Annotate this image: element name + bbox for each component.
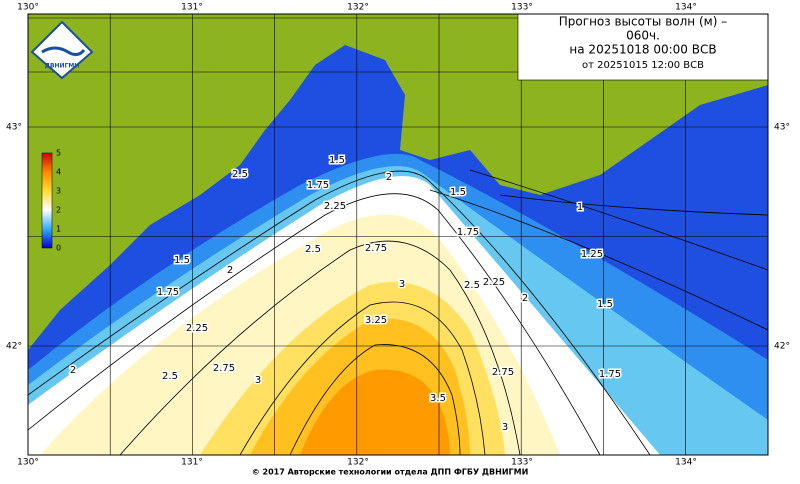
contour-label: 1	[577, 202, 583, 213]
contour-label: 2	[70, 365, 76, 376]
colorbar-label: 1	[56, 225, 61, 234]
colorbar-label: 0	[56, 244, 61, 253]
lon-label: 131°	[181, 3, 203, 13]
lat-label: 42°	[774, 342, 790, 352]
title-line: от 20251015 12:00 ВСВ	[582, 60, 704, 71]
contour-label: 2.25	[324, 201, 346, 212]
lon-label: 130°	[17, 458, 39, 468]
contour-label: 1.75	[599, 369, 621, 380]
contour-label: 2.5	[162, 371, 178, 382]
contour-label: 1.25	[581, 249, 603, 260]
contour-label: 1.75	[157, 287, 179, 298]
colorbar-label: 4	[56, 168, 61, 177]
contour-label: 2.75	[365, 243, 387, 254]
contour-label: 3	[255, 375, 261, 386]
lon-label: 130°	[17, 3, 39, 13]
contour-label: 1.5	[597, 299, 613, 310]
contour-label: 3	[502, 422, 508, 433]
contour-label: 2	[522, 293, 528, 304]
title-line: на 20251018 00:00 ВСВ	[569, 43, 716, 57]
graticule	[28, 14, 768, 455]
contour-label: 2.25	[186, 323, 208, 334]
contour-label: 2.75	[492, 367, 514, 378]
lon-label: 134°	[675, 458, 697, 468]
logo-wave	[41, 46, 86, 57]
lon-label: 131°	[181, 458, 203, 468]
logo-text: ДВНИГМИ	[45, 63, 80, 70]
logo: ДВНИГМИ	[30, 20, 94, 80]
colorbar-label: 3	[56, 187, 61, 196]
lat-label: 42°	[6, 342, 22, 352]
colorbar-label: 2	[56, 206, 61, 215]
lon-label: 132°	[347, 458, 369, 468]
contour-label: 3.25	[365, 315, 387, 326]
contour-label: 1.5	[450, 187, 466, 198]
lat-label: 43°	[774, 123, 790, 133]
contour-label: 2	[386, 172, 392, 183]
lat-label: 43°	[6, 123, 22, 133]
contour-label: 1.5	[329, 155, 345, 166]
lon-label: 134°	[675, 3, 697, 13]
contour-label: 2.25	[483, 277, 505, 288]
colorbar-label: 5	[56, 149, 61, 158]
contour-label: 1.75	[307, 180, 329, 191]
contour-label: 2	[227, 265, 233, 276]
contour-label: 1.5	[174, 255, 190, 266]
wave-band	[300, 369, 450, 455]
contour-label: 3	[399, 279, 405, 290]
lon-label: 133°	[511, 458, 533, 468]
title-box	[517, 14, 768, 81]
title-line: Прогноз высоты волн (м) –	[559, 15, 727, 29]
footer: © 2017 Авторские технологии отдела ДПП Ф…	[252, 468, 529, 477]
contour-label: 2.75	[213, 363, 235, 374]
contour-label: 2.5	[464, 280, 480, 291]
frame	[27, 13, 769, 456]
lon-label: 133°	[511, 3, 533, 13]
contour-label: 2.5	[232, 169, 248, 180]
lon-label: 132°	[347, 3, 369, 13]
contour-label: 1.75	[457, 227, 479, 238]
contour-label: 3.5	[430, 393, 446, 404]
colorbar	[41, 152, 53, 249]
title-line: 060ч.	[626, 29, 660, 43]
map-area	[28, 14, 768, 455]
contour-label: 2.5	[305, 244, 321, 255]
contours	[28, 169, 768, 455]
